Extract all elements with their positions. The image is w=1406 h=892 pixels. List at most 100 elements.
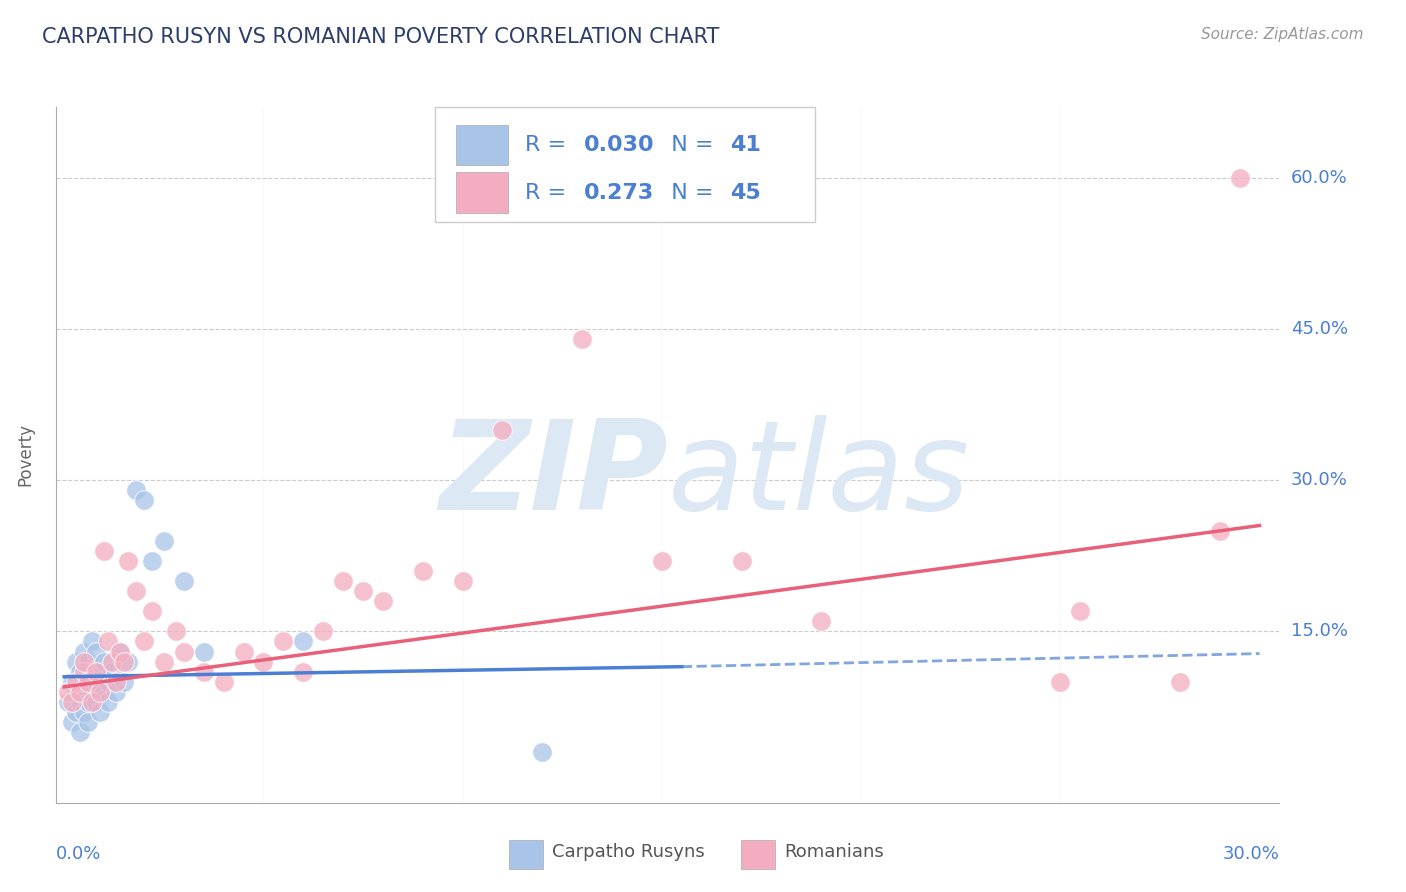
Point — [60, 695, 83, 709]
Point — [412, 564, 434, 578]
Text: Romanians: Romanians — [785, 843, 884, 861]
Text: Source: ZipAtlas.com: Source: ZipAtlas.com — [1201, 27, 1364, 42]
Point — [232, 644, 254, 658]
Point — [93, 655, 115, 669]
Point — [571, 332, 593, 346]
Point — [89, 705, 111, 719]
Point — [73, 644, 96, 658]
Point — [84, 695, 107, 709]
Point — [153, 655, 176, 669]
Point — [93, 685, 115, 699]
Point — [58, 685, 80, 699]
Text: 30.0%: 30.0% — [1291, 471, 1347, 489]
Point — [193, 665, 215, 679]
Point — [73, 655, 96, 669]
Point — [69, 685, 91, 699]
Text: Carpatho Rusyns: Carpatho Rusyns — [551, 843, 704, 861]
FancyBboxPatch shape — [456, 172, 508, 213]
Point — [73, 665, 96, 679]
Point — [451, 574, 474, 588]
Point — [193, 644, 215, 658]
Point — [252, 655, 274, 669]
Point — [292, 665, 315, 679]
Point — [89, 665, 111, 679]
Text: Poverty: Poverty — [17, 424, 35, 486]
Point — [1229, 170, 1251, 185]
Point — [212, 674, 235, 689]
Text: 60.0%: 60.0% — [1291, 169, 1347, 186]
Point — [371, 594, 394, 608]
Point — [60, 715, 83, 730]
Text: 45.0%: 45.0% — [1291, 320, 1348, 338]
Point — [82, 665, 104, 679]
Point — [292, 634, 315, 648]
Point — [82, 695, 104, 709]
Text: 0.0%: 0.0% — [56, 845, 101, 863]
Point — [108, 644, 131, 658]
Point — [97, 695, 120, 709]
Point — [73, 674, 96, 689]
Point — [69, 725, 91, 739]
Text: R =: R = — [524, 136, 574, 155]
Point — [132, 634, 155, 648]
Point — [82, 685, 104, 699]
Point — [117, 554, 139, 568]
Point — [112, 674, 135, 689]
Point — [491, 423, 513, 437]
Text: CARPATHO RUSYN VS ROMANIAN POVERTY CORRELATION CHART: CARPATHO RUSYN VS ROMANIAN POVERTY CORRE… — [42, 27, 720, 46]
Point — [105, 685, 128, 699]
FancyBboxPatch shape — [741, 839, 776, 869]
Point — [531, 745, 554, 759]
Point — [108, 644, 131, 658]
Point — [810, 615, 832, 629]
Point — [125, 584, 148, 599]
Text: 30.0%: 30.0% — [1223, 845, 1279, 863]
Point — [132, 493, 155, 508]
Point — [60, 674, 83, 689]
Point — [117, 655, 139, 669]
Point — [84, 644, 107, 658]
Point — [141, 604, 163, 618]
Point — [141, 554, 163, 568]
Point — [77, 695, 100, 709]
Point — [651, 554, 673, 568]
Point — [165, 624, 187, 639]
Point — [312, 624, 335, 639]
Text: N =: N = — [657, 183, 720, 202]
Point — [73, 685, 96, 699]
Point — [273, 634, 295, 648]
Point — [173, 644, 195, 658]
Text: R =: R = — [524, 183, 574, 202]
Point — [82, 634, 104, 648]
Point — [73, 705, 96, 719]
Point — [65, 685, 87, 699]
Text: atlas: atlas — [668, 416, 970, 536]
Point — [173, 574, 195, 588]
Point — [77, 715, 100, 730]
Point — [97, 674, 120, 689]
Text: 41: 41 — [730, 136, 761, 155]
Text: 0.030: 0.030 — [583, 136, 654, 155]
Text: 45: 45 — [730, 183, 761, 202]
Point — [101, 665, 124, 679]
Point — [1049, 674, 1071, 689]
Point — [65, 655, 87, 669]
Text: ZIP: ZIP — [439, 416, 668, 536]
Point — [730, 554, 752, 568]
Text: N =: N = — [657, 136, 720, 155]
Point — [89, 685, 111, 699]
FancyBboxPatch shape — [436, 107, 814, 222]
Point — [105, 674, 128, 689]
Point — [65, 674, 87, 689]
Point — [77, 674, 100, 689]
Point — [101, 655, 124, 669]
Point — [1069, 604, 1091, 618]
Text: 15.0%: 15.0% — [1291, 623, 1347, 640]
Point — [153, 533, 176, 548]
FancyBboxPatch shape — [509, 839, 543, 869]
Point — [58, 695, 80, 709]
Point — [84, 674, 107, 689]
Text: 0.273: 0.273 — [583, 183, 654, 202]
Point — [69, 665, 91, 679]
Point — [97, 634, 120, 648]
